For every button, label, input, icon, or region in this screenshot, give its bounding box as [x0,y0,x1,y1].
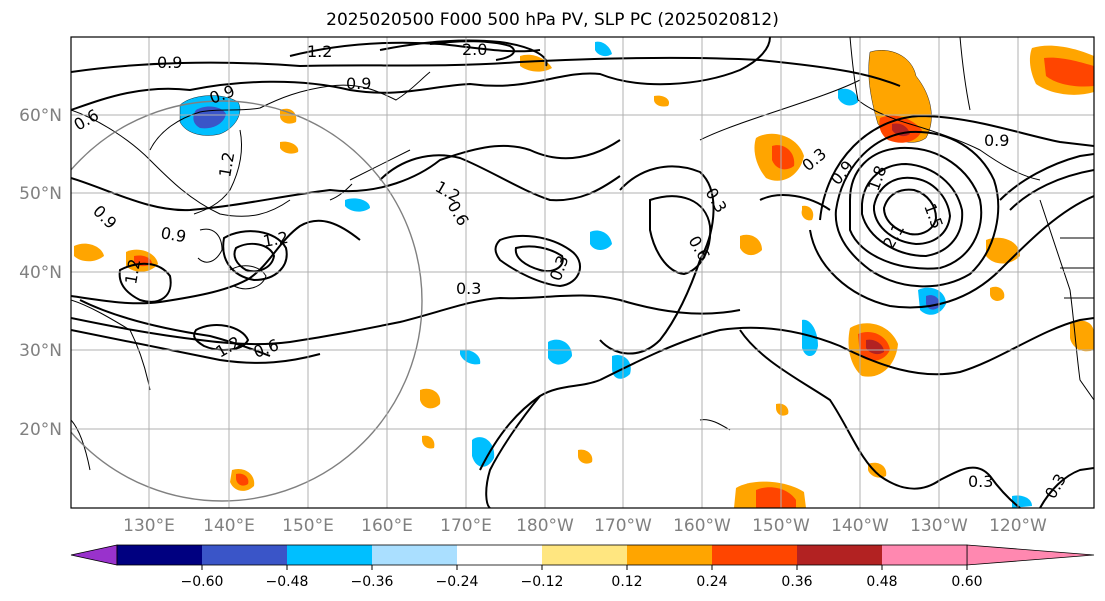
pv-positive-area [740,234,762,256]
colorbar-segment [202,545,287,565]
contour-label: 0.9 [159,223,187,246]
longitude-labels: 130°E 140°E 150°E 160°E 170°E 180°W 170°… [123,516,1047,536]
pv-positive-area [986,237,1020,264]
colorbar-extend-low [70,544,118,566]
lon-label: 180°W [516,516,574,536]
map-frame [70,36,1095,509]
colorbar-tick-label: −0.24 [436,574,479,590]
colorbar-segment [542,545,627,565]
pv-positive-area [520,54,552,72]
lon-label: 170°E [440,516,492,536]
colorbar-tick-label: −0.12 [521,574,564,590]
pv-negative-area [345,198,370,212]
slp-contours [71,37,1094,508]
colorbar-tick-label: −0.48 [266,574,309,590]
lon-label: 160°E [361,516,413,536]
pv-positive-area [280,141,299,154]
pv-positive-area [990,286,1005,301]
contour-label: 1.2 [307,42,332,61]
range-ring [71,100,423,502]
lon-label: 130°E [123,516,175,536]
lat-label: 40°N [19,263,62,283]
contour-label: 1.2 [121,257,144,285]
map-title: 2025020500 F000 500 hPa PV, SLP PC (2025… [326,10,779,30]
pv-negative-area [612,354,631,379]
lat-label: 60°N [19,106,62,126]
contour-label: 1.2 [215,150,238,178]
pv-positive-area [578,449,593,464]
pv-positive-area [422,435,435,449]
colorbar-segment [712,545,797,565]
contour-label: 0.3 [456,279,481,298]
colorbar-tick-label: 0.60 [951,574,982,590]
pv-positive-area [776,403,789,416]
colorbar-tick-label: −0.60 [181,574,224,590]
pv-positive-area [801,205,814,221]
lat-label: 20°N [19,420,62,440]
pv-negative-area [472,437,495,467]
colorbar-tick-label: 0.12 [611,574,642,590]
pv-positive-area [868,462,887,478]
lon-label: 150°E [282,516,334,536]
pv-positive-area [654,95,670,107]
lon-label: 170°W [594,516,652,536]
colorbar-segment [627,545,712,565]
lon-label: 160°W [673,516,731,536]
colorbar-segment [457,545,542,565]
lon-label: 140°W [831,516,889,536]
colorbar-tick-label: 0.24 [696,574,727,590]
pv-positive-area [280,108,297,124]
gridlines [71,37,1094,508]
pv-negative-area [460,349,481,365]
pv-positive-core [772,145,795,170]
pv-positive-core [1044,57,1094,87]
colorbar-segment [117,545,202,565]
lon-label: 140°E [203,516,255,536]
pv-negative-area [548,339,572,365]
pv-positive-area [74,243,104,262]
colorbar-tick-label: 0.36 [781,574,812,590]
lon-label: 120°W [989,516,1047,536]
colorbar-extend-high [966,544,1095,566]
lat-label: 30°N [19,341,62,361]
contour-label: 1.2 [261,228,289,251]
colorbar: −0.60 −0.48 −0.36 −0.24 −0.12 0.12 0.24 … [70,544,1095,590]
pv-negative-area [595,41,612,57]
contour-label: 0.9 [984,131,1009,150]
pv-negative-area [590,230,612,250]
colorbar-segment [797,545,882,565]
pv-positive-core [756,487,796,508]
contour-label: 0.3 [968,472,993,491]
colorbar-tick-label: 0.48 [866,574,897,590]
contour-label: 0.9 [346,74,371,93]
lon-label: 130°W [910,516,968,536]
pv-positive-area [420,388,441,409]
lat-label: 50°N [19,184,62,204]
lon-label: 150°W [752,516,810,536]
pv-positive-core [236,473,249,486]
colorbar-tick-label: −0.36 [351,574,394,590]
latitude-labels: 60°N 50°N 40°N 30°N 20°N [19,106,62,440]
colorbar-segment [287,545,372,565]
pv-negative-area [802,319,818,357]
contour-label: 2.0 [462,40,487,59]
colorbar-segment [372,545,457,565]
colorbar-ticks [201,565,968,570]
pv-negative-area [838,88,858,106]
colorbar-segment [882,545,967,565]
contour-label: 0.9 [157,53,182,72]
